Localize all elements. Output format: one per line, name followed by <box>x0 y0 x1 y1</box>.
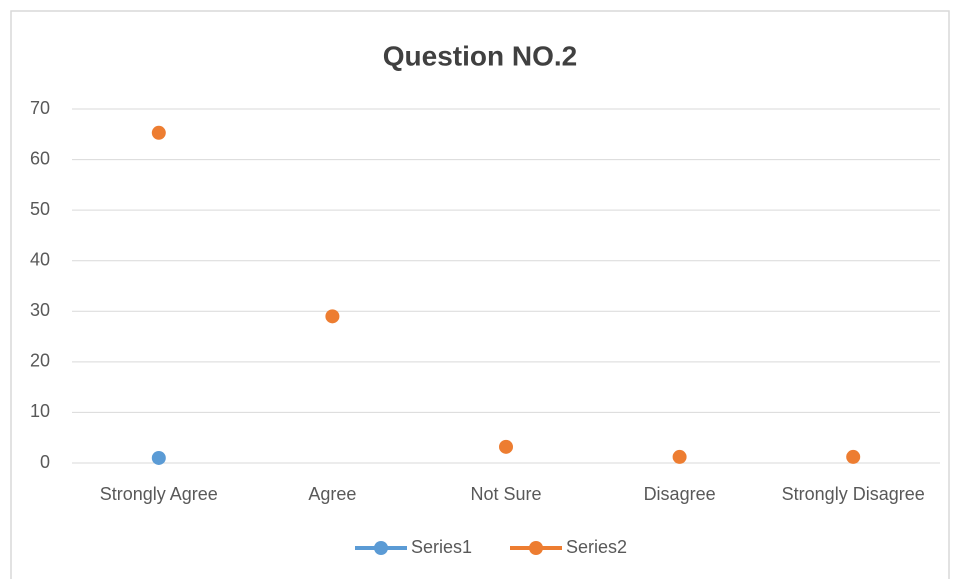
x-tick-label: Disagree <box>644 484 716 504</box>
legend-marker <box>529 541 543 555</box>
data-point <box>846 449 861 464</box>
y-tick-label: 0 <box>40 452 50 472</box>
chart-title: Question NO.2 <box>383 40 577 71</box>
legend-marker <box>374 541 388 555</box>
data-point <box>499 439 513 454</box>
y-tick-label: 20 <box>30 351 50 371</box>
x-tick-label: Not Sure <box>470 484 541 504</box>
y-tick-label: 30 <box>30 300 50 320</box>
y-tick-label: 40 <box>30 249 50 269</box>
legend-label: Series2 <box>566 537 627 557</box>
data-point <box>325 309 340 324</box>
legend-label: Series1 <box>411 537 472 557</box>
y-tick-label: 10 <box>30 401 50 421</box>
chart-border <box>10 10 950 579</box>
data-point <box>151 450 166 465</box>
data-point <box>151 125 166 140</box>
y-tick-label: 50 <box>30 199 50 219</box>
x-tick-label: Agree <box>308 484 356 504</box>
x-tick-label: Strongly Agree <box>100 484 218 504</box>
x-tick-label: Strongly Disagree <box>782 484 925 504</box>
y-tick-label: 70 <box>30 98 50 118</box>
data-point <box>672 449 687 464</box>
y-tick-label: 60 <box>30 148 50 168</box>
